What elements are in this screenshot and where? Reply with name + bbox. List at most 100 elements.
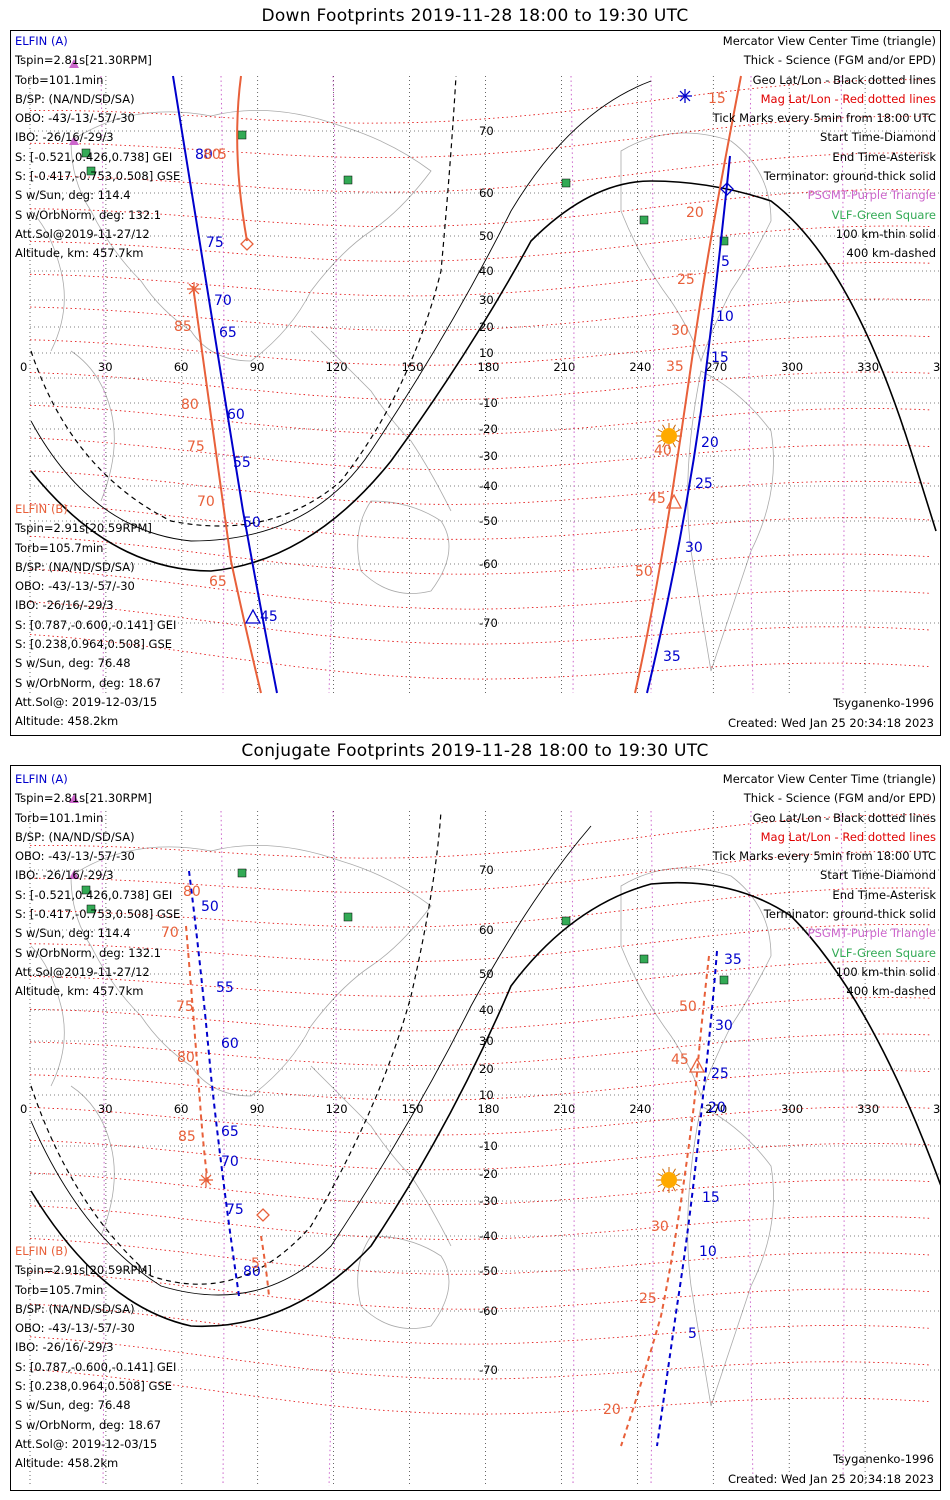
elfin-b-line: B/SP: (NA/ND/SD/SA) (15, 559, 135, 574)
elfin-b-track (185, 925, 210, 1187)
lon-tick-label: 210 (553, 1102, 575, 1116)
coastline (70, 350, 115, 502)
elfin-a-track (646, 155, 731, 694)
mag-lat-line (29, 568, 931, 610)
sun-ray (672, 442, 676, 448)
legend-entry: VLF-Green Square (831, 945, 936, 960)
elfin-b-line: Torb=105.7min (15, 540, 104, 555)
track-time-label: 75 (176, 999, 194, 1015)
elfin-a-line: B/SP: (NA/ND/SD/SA) (15, 91, 135, 106)
lon-tick-label: 90 (250, 360, 265, 374)
track-time-label: 25 (639, 1291, 657, 1307)
mag-lat-line (29, 1270, 931, 1310)
psgmt-triangle (69, 136, 79, 145)
elfin-a-line: Torb=101.1min (15, 810, 104, 825)
elfin-a-line: IBO: -26/16/-29/3 (15, 868, 114, 883)
sun-ray (657, 1183, 663, 1187)
legend: Mercator View Center Time (triangle) Thic… (713, 32, 936, 264)
vlf-square (343, 175, 353, 185)
legend-entry: Geo Lat/Lon - Black dotted lines (752, 810, 936, 825)
elfin-b-line: IBO: -26/16/-29/3 (15, 1340, 114, 1355)
legend-entry: Tick Marks every 5min from 18:00 UTC (712, 849, 936, 864)
lon-tick-label: 270 (705, 1102, 727, 1116)
elfin-b-track (236, 75, 248, 242)
lon-tick-label: 300 (781, 1102, 803, 1116)
mag-lat-line (29, 601, 931, 645)
lat-tick-label: 70 (479, 124, 494, 138)
elfin-a-line: S: [-0.417,-0.753,0.508] GSE (15, 907, 181, 922)
mag-lat-line (29, 634, 931, 680)
mag-lat-line (29, 535, 931, 575)
legend-entry: PSGMT-Purple Triangle (807, 188, 936, 203)
track-time-label: 65 (221, 1124, 239, 1140)
vlf-square (237, 868, 247, 878)
elfin-b-line: S w/Sun, deg: 76.48 (15, 1398, 131, 1413)
coastline (687, 370, 774, 672)
track-time-label: 80 (177, 1050, 195, 1066)
vlf-square (561, 178, 571, 188)
coastline (70, 845, 432, 1097)
track-time-label: 55 (233, 455, 251, 471)
lon-tick-label: 60 (174, 360, 189, 374)
mag-meridian (650, 810, 654, 1487)
lat-tick-label: -10 (479, 396, 498, 410)
track-time-label: 50 (679, 999, 697, 1015)
start-diamond (240, 237, 254, 251)
coastline (357, 500, 450, 594)
conjugate-footprints-panel: 70 60 50 40 30 20 10 -10 -20 -30 -40 -50 -60 -70 0 30 60… (10, 765, 941, 1491)
track-time-label: 65 (209, 574, 227, 590)
elfin-a-line: S: [-0.521,0.426,0.738] GEI (15, 149, 173, 164)
mag-lat-line (29, 437, 931, 471)
panel-title: Down Footprints 2019-11-28 18:00 to 19:3… (261, 6, 689, 26)
legend-entry: Geo Lat/Lon - Black dotted lines (752, 72, 936, 87)
lon-tick-label: 30 (98, 1102, 113, 1116)
vlf-square (81, 148, 91, 158)
mag-lat-line (29, 335, 931, 366)
legend-entry: 400 km-dashed (846, 246, 936, 261)
lat-tick-label: -30 (479, 449, 498, 463)
start-diamond (720, 182, 734, 196)
elfin-a-line: Altitude, km: 457.7km (15, 246, 144, 261)
elfin-a-name: ELFIN (A) (15, 772, 68, 786)
sun-ray (657, 1173, 663, 1177)
mag-meridian (570, 810, 575, 1487)
legend-entry: VLF-Green Square (831, 207, 936, 222)
start-diamond (256, 1208, 270, 1222)
lat-tick-label: 50 (479, 229, 494, 243)
sun-ray (662, 424, 666, 430)
terminator-400km (30, 75, 457, 527)
elfin-a-line: Altitude, km: 457.7km (15, 984, 144, 999)
terminator-400km (30, 810, 442, 1285)
sun-ray (662, 1168, 666, 1174)
track-time-label: 80 (181, 397, 199, 413)
elfin-b-line: Att.Sol@: 2019-12-03/15 (15, 694, 158, 709)
track-time-label: 25 (711, 1066, 729, 1082)
lat-tick-label: 40 (479, 1003, 494, 1017)
legend-entry: Terminator: ground-thick solid (763, 169, 936, 184)
lat-tick-label: -70 (479, 616, 498, 630)
elfin-b-name: ELFIN (B) (15, 1244, 68, 1258)
sun-ray (662, 1186, 666, 1192)
coastline (310, 1065, 452, 1247)
coastline (687, 1105, 774, 1407)
mag-lat-line (29, 1070, 931, 1101)
elfin-a-track (172, 75, 278, 694)
track-time-label: 35 (666, 359, 684, 375)
track-time-label: 5 (218, 147, 227, 163)
elfin-b-line: S: [0.787,-0.600,-0.141] GEI (15, 617, 177, 632)
track-time-label: 35 (724, 952, 742, 968)
lon-tick-label: 0 (20, 360, 27, 374)
lat-tick-label: -20 (479, 1167, 498, 1181)
mag-lat-line (29, 1369, 931, 1415)
track-time-label: 10 (716, 309, 734, 325)
elfin-b-line: S: [0.787,-0.600,-0.141] GEI (15, 1359, 177, 1374)
elfin-a-info: ELFIN (A) Tspin=2.81s[21.30RPM] Torb=101.… (15, 770, 180, 1002)
terminator-100km (30, 80, 652, 542)
elfin-a-line: S w/OrbNorm, deg: 132.1 (15, 207, 162, 222)
legend-entry: End Time-Asterisk (832, 887, 936, 902)
psgmt-triangle (69, 870, 79, 879)
elfin-a-line: S w/OrbNorm, deg: 132.1 (15, 945, 162, 960)
psgmt-triangle (69, 794, 79, 803)
elfin-b-line: OBO: -43/-13/-57/-30 (15, 1321, 135, 1336)
mag-meridian (328, 75, 337, 694)
